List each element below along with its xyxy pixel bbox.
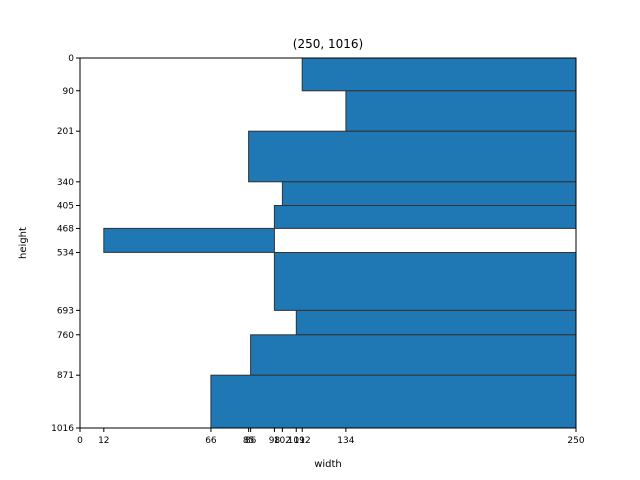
y-tick-label: 534 [57, 248, 74, 258]
plot-frame [79, 57, 577, 429]
x-axis-label: width [314, 459, 342, 470]
x-tick-label: 66 [205, 436, 217, 446]
bar-3 [281, 181, 577, 207]
bar-0 [301, 57, 577, 92]
y-tick-label: 760 [57, 331, 74, 341]
x-tick-label: 250 [567, 436, 584, 446]
chart-title: (250, 1016) [293, 37, 363, 51]
bar-5 [103, 227, 275, 253]
y-tick-label: 405 [57, 201, 74, 211]
y-tick-label: 0 [68, 54, 74, 64]
bars-group [103, 57, 577, 429]
x-tick-label: 12 [98, 436, 109, 446]
y-tick-label: 201 [57, 127, 74, 137]
y-tick-label: 871 [57, 371, 74, 381]
y-tick-label: 90 [63, 87, 75, 97]
bar-8 [250, 334, 577, 376]
x-tick-label: 134 [337, 436, 354, 446]
x-tick-label: 112 [294, 436, 311, 446]
x-tick-label: 0 [77, 436, 83, 446]
y-tick-label: 468 [57, 224, 74, 234]
y-tick-label: 340 [57, 178, 74, 188]
bar-7 [295, 309, 577, 336]
x-tick-label: 98 [269, 436, 281, 446]
bar-4 [273, 205, 577, 229]
x-tick-label: 109 [288, 436, 305, 446]
y-tick-label: 1016 [51, 424, 74, 434]
x-tick-label: 86 [245, 436, 257, 446]
bar-6 [273, 252, 577, 311]
x-tick-label: 102 [274, 436, 291, 446]
bar-1 [345, 90, 577, 132]
bar-9 [210, 374, 577, 429]
bar-2 [248, 130, 577, 183]
x-tick-label: 85 [243, 436, 254, 446]
y-tick-label: 693 [57, 306, 74, 316]
y-axis-label: height [18, 227, 29, 259]
